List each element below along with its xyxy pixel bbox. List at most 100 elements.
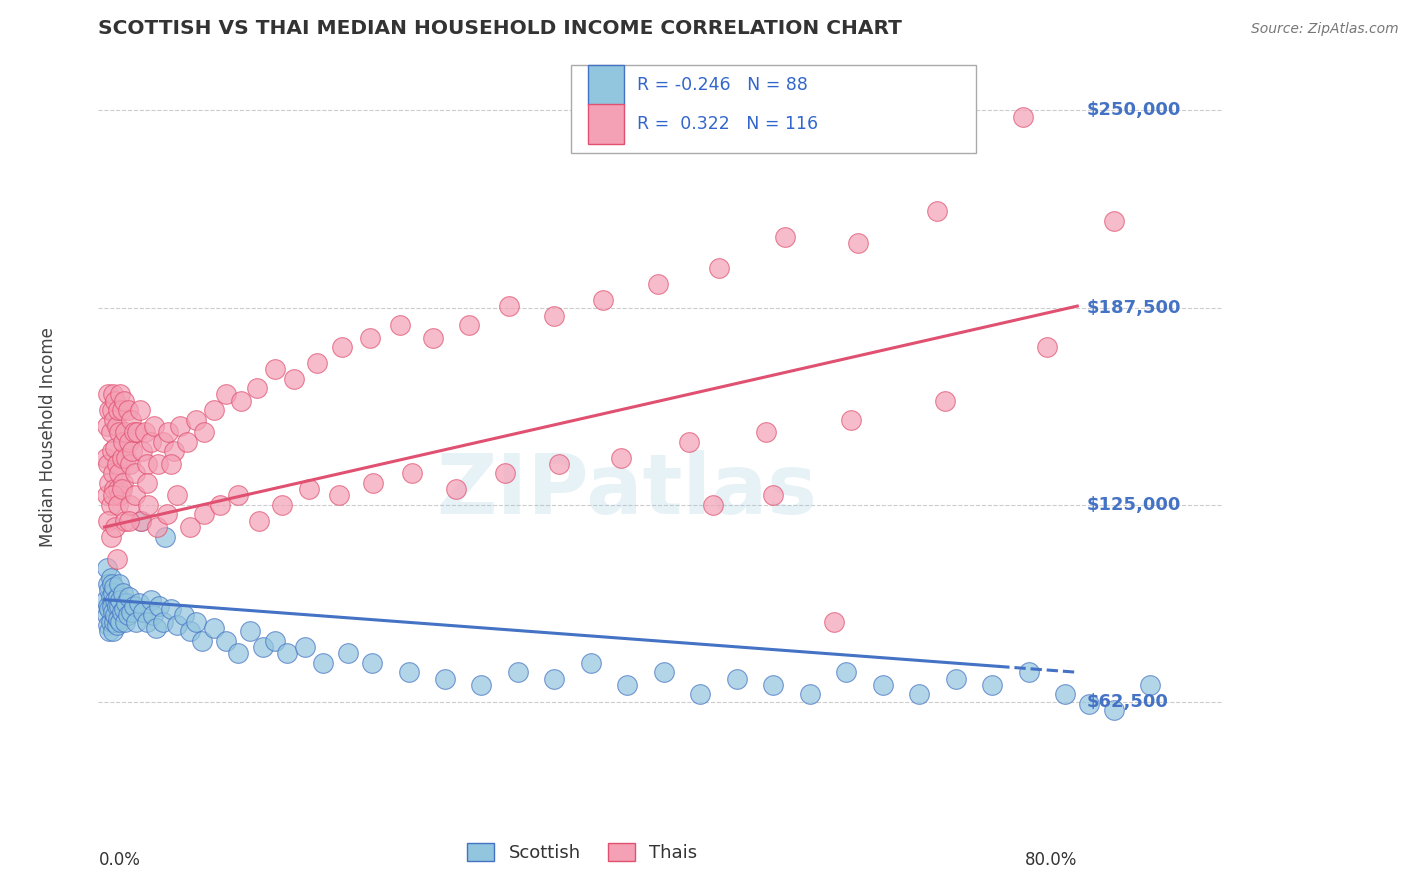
Point [702, 498, 724, 512]
Point [616, 678, 638, 692]
Point [107, 590, 129, 604]
Point [361, 656, 384, 670]
Text: SCOTTISH VS THAI MEDIAN HOUSEHOLD INCOME CORRELATION CHART: SCOTTISH VS THAI MEDIAN HOUSEHOLD INCOME… [98, 19, 903, 38]
Point [112, 602, 135, 616]
Point [97, 618, 120, 632]
Point [179, 624, 201, 639]
Point [444, 482, 467, 496]
Point [179, 520, 201, 534]
Point [193, 425, 215, 440]
Point [226, 488, 249, 502]
Point [839, 413, 862, 427]
Point [136, 498, 159, 512]
Point [823, 615, 845, 629]
Point [124, 488, 146, 502]
Point [762, 488, 785, 502]
Point [166, 488, 188, 502]
Point [104, 608, 127, 623]
Point [208, 498, 231, 512]
Point [104, 592, 127, 607]
Point [647, 277, 669, 291]
Point [103, 615, 125, 629]
Point [652, 665, 675, 680]
Point [101, 467, 124, 481]
Point [548, 457, 571, 471]
Point [398, 665, 420, 680]
Point [136, 457, 159, 471]
Point [111, 586, 134, 600]
Point [127, 425, 149, 440]
Point [96, 419, 118, 434]
Point [146, 520, 169, 534]
Point [101, 488, 124, 502]
Point [215, 387, 238, 401]
Point [146, 457, 169, 471]
Point [498, 299, 520, 313]
Point [271, 498, 294, 512]
Point [156, 425, 179, 440]
Point [725, 672, 748, 686]
Point [122, 599, 145, 613]
Point [98, 403, 121, 417]
Point [104, 393, 127, 408]
Point [981, 678, 1004, 692]
Point [120, 605, 142, 619]
Legend: Scottish, Thais: Scottish, Thais [460, 835, 704, 869]
Point [239, 624, 262, 639]
Point [229, 393, 252, 408]
Text: 80.0%: 80.0% [1025, 851, 1077, 870]
Point [122, 425, 145, 440]
Point [114, 615, 136, 629]
Point [101, 403, 124, 417]
Point [110, 488, 132, 502]
Point [202, 621, 225, 635]
Point [139, 434, 162, 449]
Point [184, 615, 207, 629]
Point [401, 467, 423, 481]
Text: $250,000: $250,000 [1087, 102, 1181, 120]
Point [115, 450, 138, 465]
Point [1102, 703, 1125, 717]
Point [506, 665, 529, 680]
Point [97, 599, 120, 613]
Point [330, 340, 353, 354]
Point [129, 514, 152, 528]
Point [215, 633, 238, 648]
Point [121, 444, 143, 458]
Point [114, 514, 136, 528]
Point [118, 514, 141, 528]
Point [111, 475, 134, 490]
Point [94, 450, 117, 465]
Point [129, 514, 152, 528]
Point [1102, 214, 1125, 228]
Point [108, 577, 131, 591]
Text: Source: ZipAtlas.com: Source: ZipAtlas.com [1251, 22, 1399, 37]
Point [97, 514, 120, 528]
Point [131, 444, 153, 458]
Text: ZIPatlas: ZIPatlas [437, 450, 817, 532]
Point [328, 488, 350, 502]
Point [101, 605, 124, 619]
Point [108, 599, 131, 613]
Point [202, 403, 225, 417]
Point [678, 434, 700, 449]
Point [276, 646, 298, 660]
Point [101, 387, 124, 401]
Point [110, 592, 132, 607]
Point [166, 618, 188, 632]
Point [101, 599, 124, 613]
Point [110, 450, 132, 465]
Point [98, 602, 121, 616]
Point [799, 687, 821, 701]
Point [908, 687, 931, 701]
Point [114, 425, 136, 440]
Point [775, 229, 797, 244]
Point [108, 425, 131, 440]
Point [97, 577, 120, 591]
Point [245, 381, 267, 395]
Point [98, 624, 121, 639]
Point [101, 444, 124, 458]
Point [191, 633, 214, 648]
Point [252, 640, 274, 654]
Point [755, 425, 778, 440]
